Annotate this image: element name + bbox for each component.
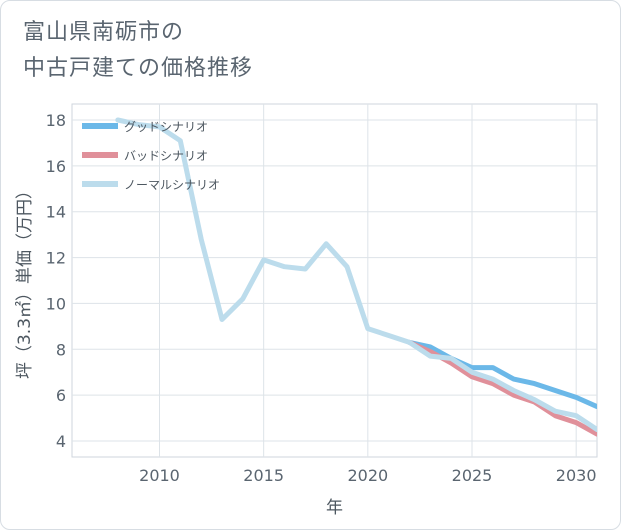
y-tick-label: 4	[56, 432, 66, 451]
chart-title: 富山県南砺市の 中古戸建ての価格推移	[23, 15, 253, 87]
chart-title-line-1: 富山県南砺市の	[23, 20, 185, 45]
y-axis-title: 坪（3.3㎡）単価（万円）	[15, 182, 35, 379]
x-tick-label: 2015	[243, 466, 284, 485]
chart-title-line-2: 中古戸建ての価格推移	[23, 56, 254, 81]
y-tick-label: 16	[46, 157, 66, 176]
plot-frame	[71, 103, 598, 458]
legend-label-3: ノーマルシナリオ	[124, 178, 220, 192]
legend-label-2: バッドシナリオ	[124, 149, 208, 163]
x-tick-label: 2025	[452, 466, 493, 485]
x-axis-title: 年	[326, 498, 343, 518]
x-tick-label: 2010	[139, 466, 180, 485]
y-tick-label: 10	[46, 294, 66, 313]
series-line-1	[407, 339, 597, 410]
series-lines	[115, 117, 597, 437]
legend-label-1: グッドシナリオ	[124, 120, 208, 134]
x-tick-label: 2020	[347, 466, 388, 485]
y-tick-label: 12	[46, 249, 66, 268]
y-tick-label: 18	[46, 111, 66, 130]
y-tick-label: 6	[56, 386, 66, 405]
y-tick-label: 14	[46, 203, 66, 222]
y-tick-label: 8	[56, 340, 66, 359]
series-line-3	[115, 117, 597, 432]
grid-lines	[71, 103, 598, 458]
axes: 2010 2015 2020 2025 2030 4 6 8 10 12 14 16 18 年 坪（3.3㎡…	[15, 111, 597, 518]
x-tick-label: 2030	[556, 466, 597, 485]
